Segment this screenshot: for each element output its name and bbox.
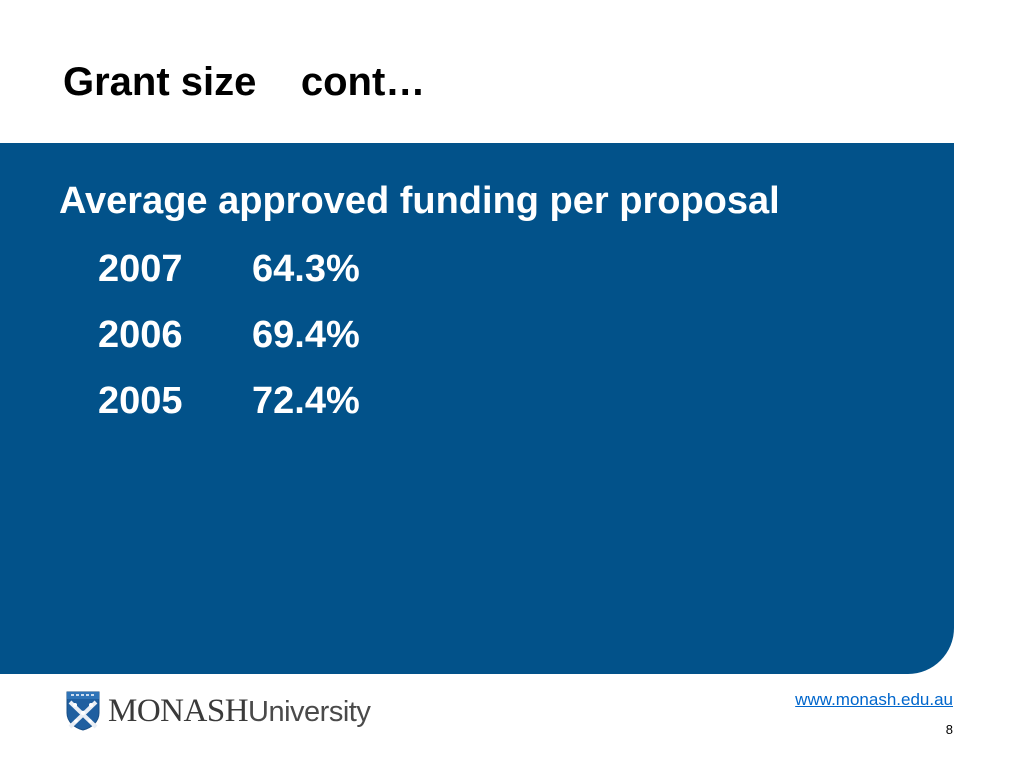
logo-wordmark-monash: MONASH [108,692,249,729]
data-row: 2007 64.3% [98,250,360,288]
website-link[interactable]: www.monash.edu.au [795,690,953,709]
slide-title: Grant size cont… [63,60,426,104]
row-value: 69.4% [252,314,360,356]
page-number: 8 [945,722,953,737]
data-row: 2006 69.4% [98,316,360,354]
row-year: 2007 [98,248,183,290]
data-row: 2005 72.4% [98,382,360,420]
logo-wordmark: MONASHUniversity [108,692,371,729]
row-value: 72.4% [252,380,360,422]
row-year: 2005 [98,380,183,422]
logo-wordmark-university: University [248,695,371,728]
monash-logo: MONASHUniversity [66,691,371,731]
crest-icon [66,691,100,731]
content-heading: Average approved funding per proposal [59,180,780,222]
content-panel [0,143,954,674]
row-year: 2006 [98,314,183,356]
row-value: 64.3% [252,248,360,290]
